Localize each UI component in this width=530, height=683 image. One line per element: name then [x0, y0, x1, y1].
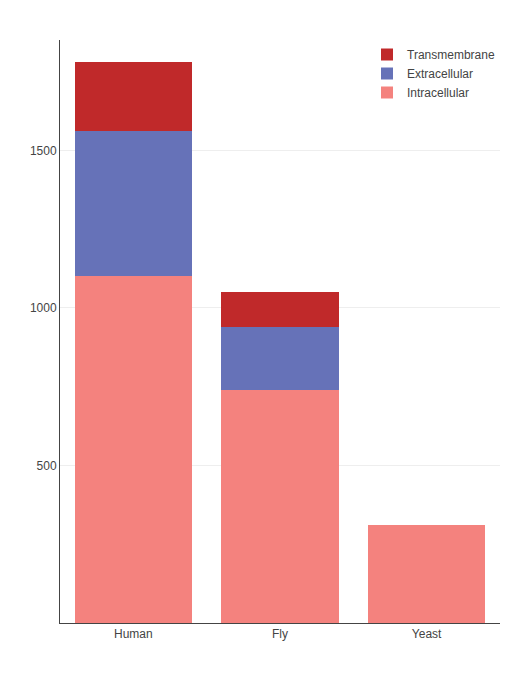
- svg-text:Transmembrane: Transmembrane: [407, 48, 495, 62]
- svg-text:Yeast: Yeast: [412, 627, 442, 641]
- svg-text:Human: Human: [114, 627, 153, 641]
- svg-text:1500: 1500: [30, 144, 57, 158]
- svg-text:Intracellular: Intracellular: [407, 86, 469, 100]
- svg-text:Extracellular: Extracellular: [407, 67, 473, 81]
- svg-text:1000: 1000: [30, 301, 57, 315]
- svg-text:500: 500: [37, 459, 57, 473]
- svg-text:Fly: Fly: [272, 627, 288, 641]
